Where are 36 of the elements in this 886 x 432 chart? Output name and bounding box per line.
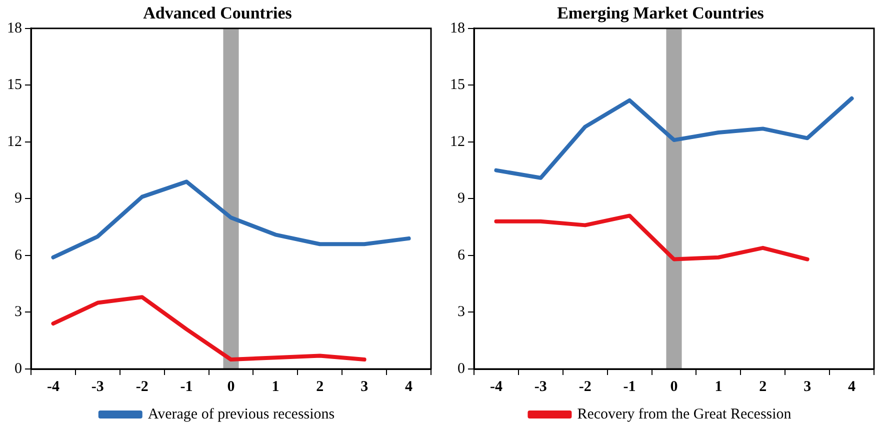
- x-tick-label: 4: [848, 378, 856, 395]
- x-tick-label: -4: [46, 378, 60, 395]
- x-tick-label: -1: [623, 378, 636, 395]
- legend-label: Average of previous recessions: [148, 406, 335, 422]
- x-tick-label: -2: [136, 378, 148, 395]
- x-tick-label: 0: [227, 378, 235, 395]
- y-tick-label: 0: [14, 360, 22, 377]
- y-tick-label: 18: [450, 20, 465, 36]
- x-tick-label: -3: [91, 378, 104, 395]
- x-tick-label: -3: [534, 378, 547, 395]
- x-tick-label: 2: [316, 378, 324, 395]
- y-tick-label: 6: [458, 247, 466, 264]
- y-tick-label: 15: [7, 77, 22, 94]
- y-tick-label: 0: [458, 360, 465, 377]
- x-tick-label: -2: [578, 378, 592, 395]
- chart-title: Emerging Market Countries: [557, 4, 764, 23]
- y-tick-label: 12: [450, 134, 465, 150]
- x-tick-label: -4: [490, 378, 503, 395]
- y-tick-label: 12: [7, 134, 22, 150]
- chart-title: Advanced Countries: [143, 4, 292, 23]
- y-tick-label: 6: [14, 247, 22, 264]
- x-tick-label: 4: [405, 378, 414, 395]
- x-tick-label: 0: [670, 378, 678, 395]
- x-tick-label: 1: [272, 378, 280, 395]
- y-tick-label: 18: [7, 20, 22, 36]
- x-tick-label: 2: [759, 378, 767, 395]
- y-tick-label: 3: [14, 304, 22, 320]
- x-tick-label: 1: [714, 378, 722, 395]
- x-tick-label: 3: [360, 378, 368, 395]
- x-tick-label: -1: [180, 378, 193, 395]
- y-tick-label: 9: [14, 190, 22, 207]
- y-tick-label: 9: [458, 190, 465, 207]
- y-tick-label: 15: [450, 77, 465, 94]
- y-tick-label: 3: [458, 304, 465, 320]
- x-tick-label: 3: [804, 378, 812, 395]
- legend-label: Recovery from the Great Recession: [577, 406, 792, 422]
